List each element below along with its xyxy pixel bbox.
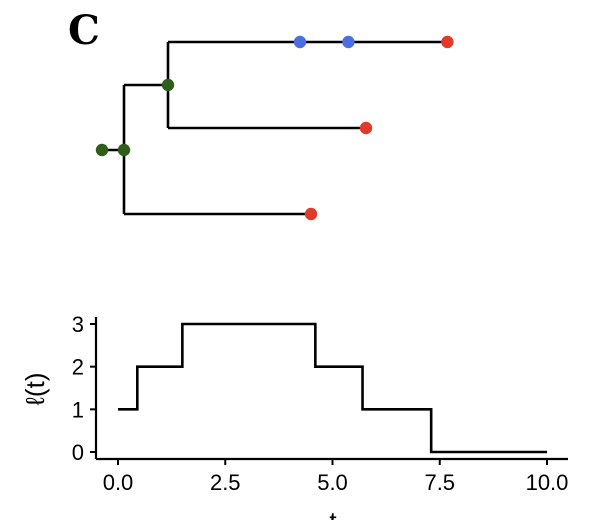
branching-event-point (117, 143, 131, 157)
branching-event-point (95, 143, 109, 157)
y-tick-label: 3 (72, 312, 84, 337)
tip-point (304, 207, 318, 221)
branching-event-point (161, 78, 175, 92)
x-tick-label: 0.0 (103, 470, 134, 495)
x-axis-ticks: 0.0 2.5 5.0 7.5 10.0 (103, 459, 569, 495)
lineages-through-time-plot: 0.0 2.5 5.0 7.5 10.0 0 1 2 3 t ℓ(t) (20, 312, 568, 520)
tip-point (359, 121, 373, 135)
sampled-ancestor-point (293, 35, 307, 49)
lineage-count-step-line (118, 322, 547, 454)
y-axis-ticks: 0 1 2 3 (72, 312, 96, 465)
y-tick-label: 0 (72, 440, 84, 465)
tip-point (441, 35, 454, 49)
x-axis-label: t (329, 506, 337, 520)
y-tick-label: 2 (72, 355, 84, 380)
phylogenetic-tree (95, 35, 454, 221)
panel-label: C (68, 7, 100, 54)
sampled-ancestor-point (342, 35, 355, 49)
x-tick-label: 7.5 (424, 470, 455, 495)
x-tick-label: 5.0 (317, 470, 348, 495)
x-tick-label: 2.5 (210, 470, 241, 495)
tree-nodes (95, 35, 454, 221)
y-axis-label: ℓ(t) (20, 373, 50, 406)
tree-branches (102, 40, 448, 216)
y-tick-label: 1 (72, 397, 84, 422)
x-tick-label: 10.0 (526, 470, 569, 495)
